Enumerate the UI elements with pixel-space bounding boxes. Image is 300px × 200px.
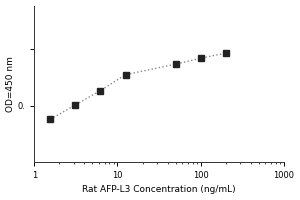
- Y-axis label: OD=450 nm: OD=450 nm: [6, 56, 15, 112]
- X-axis label: Rat AFP-L3 Concentration (ng/mL): Rat AFP-L3 Concentration (ng/mL): [82, 185, 236, 194]
